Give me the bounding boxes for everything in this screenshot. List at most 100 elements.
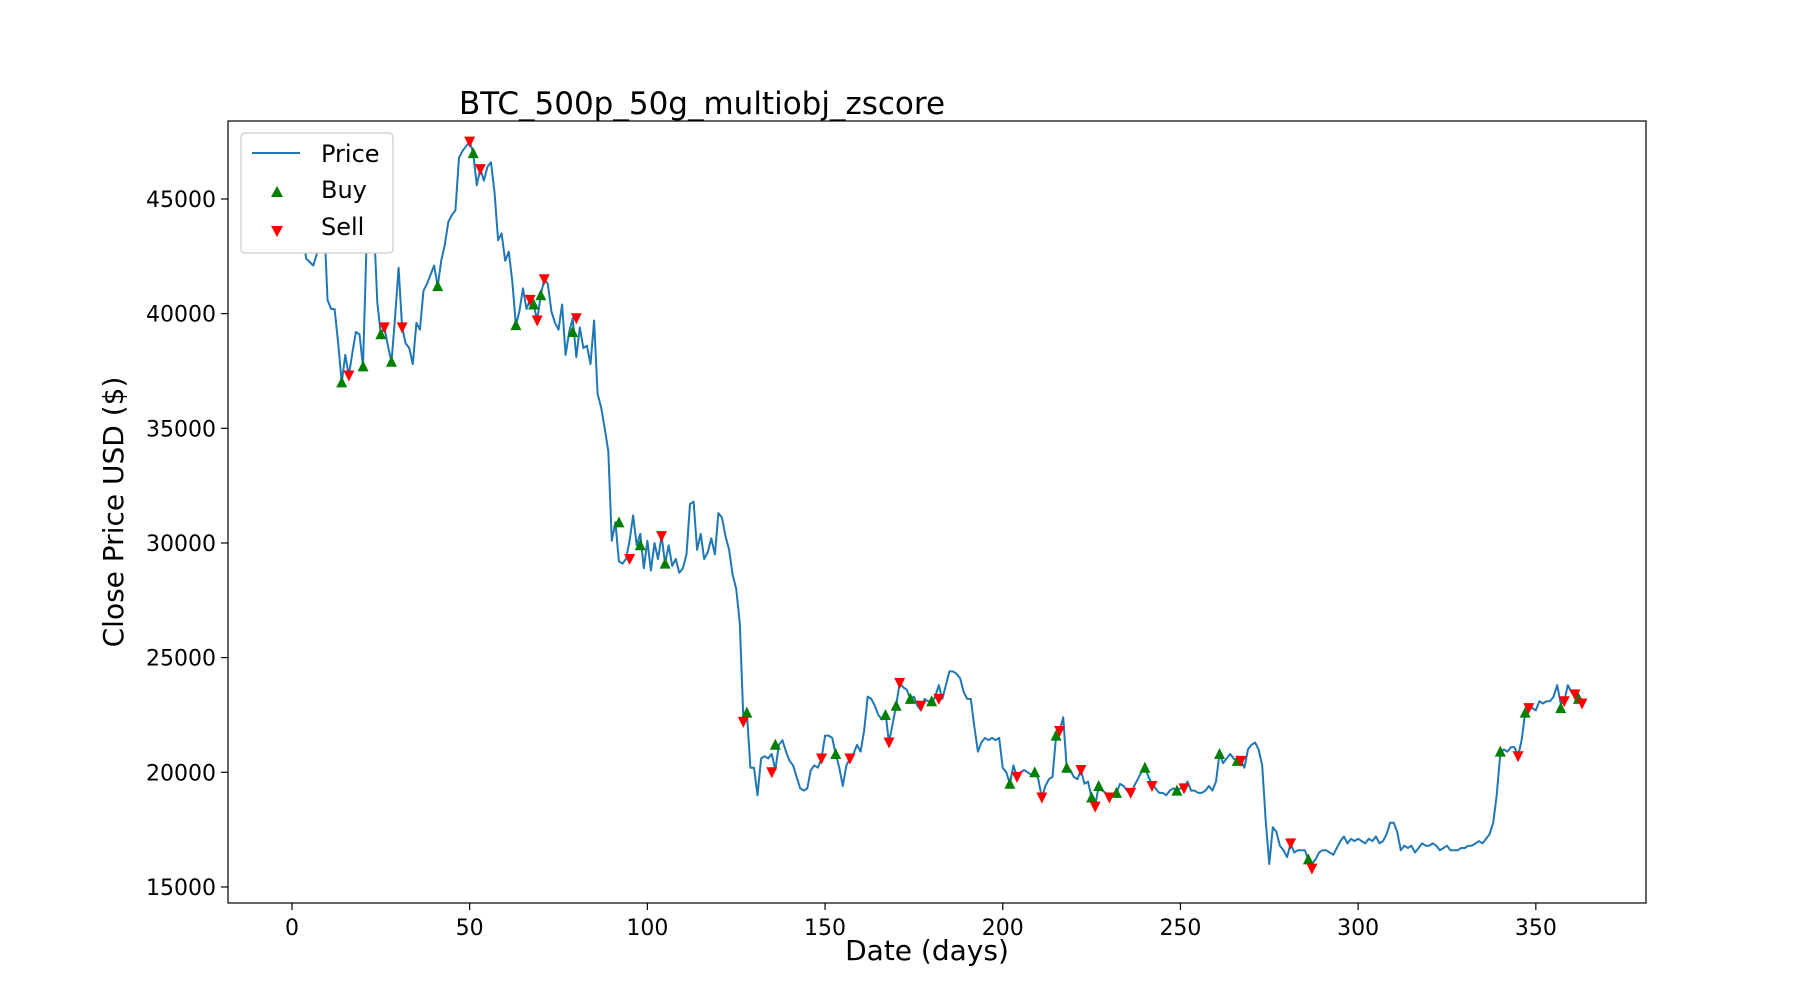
buy-marker (432, 280, 444, 292)
y-tick-label: 15000 (146, 876, 216, 901)
x-tick-label: 350 (1515, 916, 1557, 941)
buy-marker (1519, 706, 1531, 718)
sell-marker (570, 313, 582, 325)
sell-marker (915, 700, 927, 712)
sell-marker (933, 693, 945, 705)
legend-sell-marker (271, 226, 283, 237)
sell-marker (538, 274, 550, 286)
buy-marker (741, 706, 753, 718)
x-tick-label: 0 (285, 916, 299, 941)
sell-marker (1576, 698, 1588, 710)
x-tick-label: 50 (456, 916, 484, 941)
sell-marker (1235, 755, 1247, 767)
buy-marker (1086, 791, 1098, 803)
x-tick-label: 100 (626, 916, 668, 941)
buy-marker (1029, 766, 1041, 778)
y-axis: 15000 20000 25000 30000 35000 40000 45000 (146, 188, 228, 901)
plot-frame (227, 120, 1647, 904)
buy-marker (769, 738, 781, 750)
buy-marker (1494, 745, 1506, 757)
sell-marker (1011, 771, 1023, 783)
sell-marker (766, 767, 778, 779)
sell-marker (656, 531, 668, 543)
x-tick-label: 300 (1337, 916, 1379, 941)
sell-marker (1075, 764, 1087, 776)
buy-marker (904, 692, 916, 704)
sell-marker (894, 677, 906, 689)
buy-marker (634, 539, 646, 551)
sell-marker (1178, 783, 1190, 795)
sell-marker (474, 164, 486, 176)
x-tick-label: 200 (982, 916, 1024, 941)
buy-marker (830, 747, 842, 759)
legend-buy-marker (271, 186, 283, 197)
sell-marker (883, 737, 895, 749)
buy-marker (1061, 761, 1073, 773)
sell-marker (1512, 751, 1524, 763)
buy-marker (375, 328, 387, 340)
sell-marker (1036, 792, 1048, 804)
sell-marker (531, 315, 543, 327)
sell-marker (378, 322, 390, 334)
buy-marker (890, 699, 902, 711)
y-axis-title: Close Price USD ($) (97, 377, 130, 648)
plot-area (291, 136, 1588, 875)
price-line (291, 140, 1583, 865)
y-tick-label: 30000 (146, 532, 216, 557)
chart-title: BTC_500p_50g_multiobj_zscore (459, 86, 945, 122)
sell-marker (737, 716, 749, 728)
buy-marker (357, 360, 369, 372)
buy-marker (613, 516, 625, 528)
buy-marker (1050, 729, 1062, 741)
legend-label-price: Price (321, 140, 380, 168)
sell-marker (1125, 787, 1137, 799)
x-axis: 0 50 100 150 200 250 300 350 (285, 903, 1557, 941)
buy-marker (1004, 777, 1016, 789)
legend: Price Buy Sell (240, 132, 394, 254)
sell-marker (1285, 838, 1297, 850)
buy-marker (1555, 702, 1567, 714)
buy-marker (659, 557, 671, 569)
sell-marker (464, 136, 476, 148)
sell-marker (624, 554, 636, 566)
sell-marker (1569, 689, 1581, 701)
sell-marker (396, 322, 408, 334)
buy-marker (1110, 786, 1122, 798)
sell-marker (815, 753, 827, 765)
y-tick-label: 40000 (146, 303, 216, 328)
sell-marker (1146, 781, 1158, 793)
buy-marker (385, 355, 397, 367)
sell-marker (1523, 703, 1535, 715)
y-tick-label: 35000 (146, 417, 216, 442)
sell-marker (1103, 792, 1115, 804)
buy-marker (535, 289, 547, 301)
buy-marker (467, 147, 479, 159)
buy-marker (879, 708, 891, 720)
buy-marker (510, 319, 522, 331)
x-axis-title: Date (days) (845, 934, 1009, 967)
x-tick-label: 250 (1159, 916, 1201, 941)
buy-marker (567, 325, 579, 337)
legend-label-sell: Sell (321, 213, 364, 241)
y-tick-label: 20000 (146, 761, 216, 786)
y-tick-label: 25000 (146, 647, 216, 672)
sell-marker (524, 294, 536, 306)
sell-marker (844, 753, 856, 765)
y-tick-label: 45000 (146, 188, 216, 213)
buy-marker (1214, 747, 1226, 759)
sell-marker (343, 370, 355, 382)
buy-marker (1171, 784, 1183, 796)
buy-marker (1139, 761, 1151, 773)
buy-marker (528, 298, 540, 310)
legend-label-buy: Buy (321, 176, 367, 204)
legend-box (240, 132, 394, 254)
sell-marker (1306, 863, 1318, 875)
buy-marker (1302, 853, 1314, 865)
buy-marker (336, 376, 348, 388)
buy-marker (926, 695, 938, 707)
sell-marker (1089, 801, 1101, 813)
sell-marker (1054, 726, 1066, 738)
buy-marker (1093, 780, 1105, 792)
sell-marker (1558, 696, 1570, 708)
x-tick-label: 150 (804, 916, 846, 941)
